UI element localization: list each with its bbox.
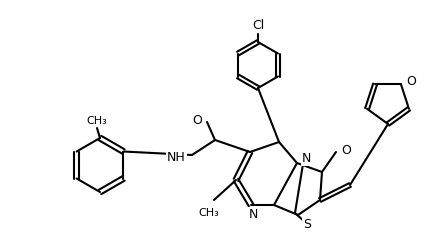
Text: NH: NH	[167, 150, 186, 164]
Text: O: O	[192, 114, 202, 126]
Text: O: O	[341, 143, 351, 157]
Text: CH₃: CH₃	[87, 116, 108, 126]
Text: S: S	[303, 218, 311, 231]
Text: Cl: Cl	[252, 19, 264, 32]
Text: CH₃: CH₃	[199, 208, 219, 218]
Text: N: N	[302, 151, 311, 165]
Text: O: O	[406, 75, 416, 88]
Text: N: N	[248, 208, 257, 221]
